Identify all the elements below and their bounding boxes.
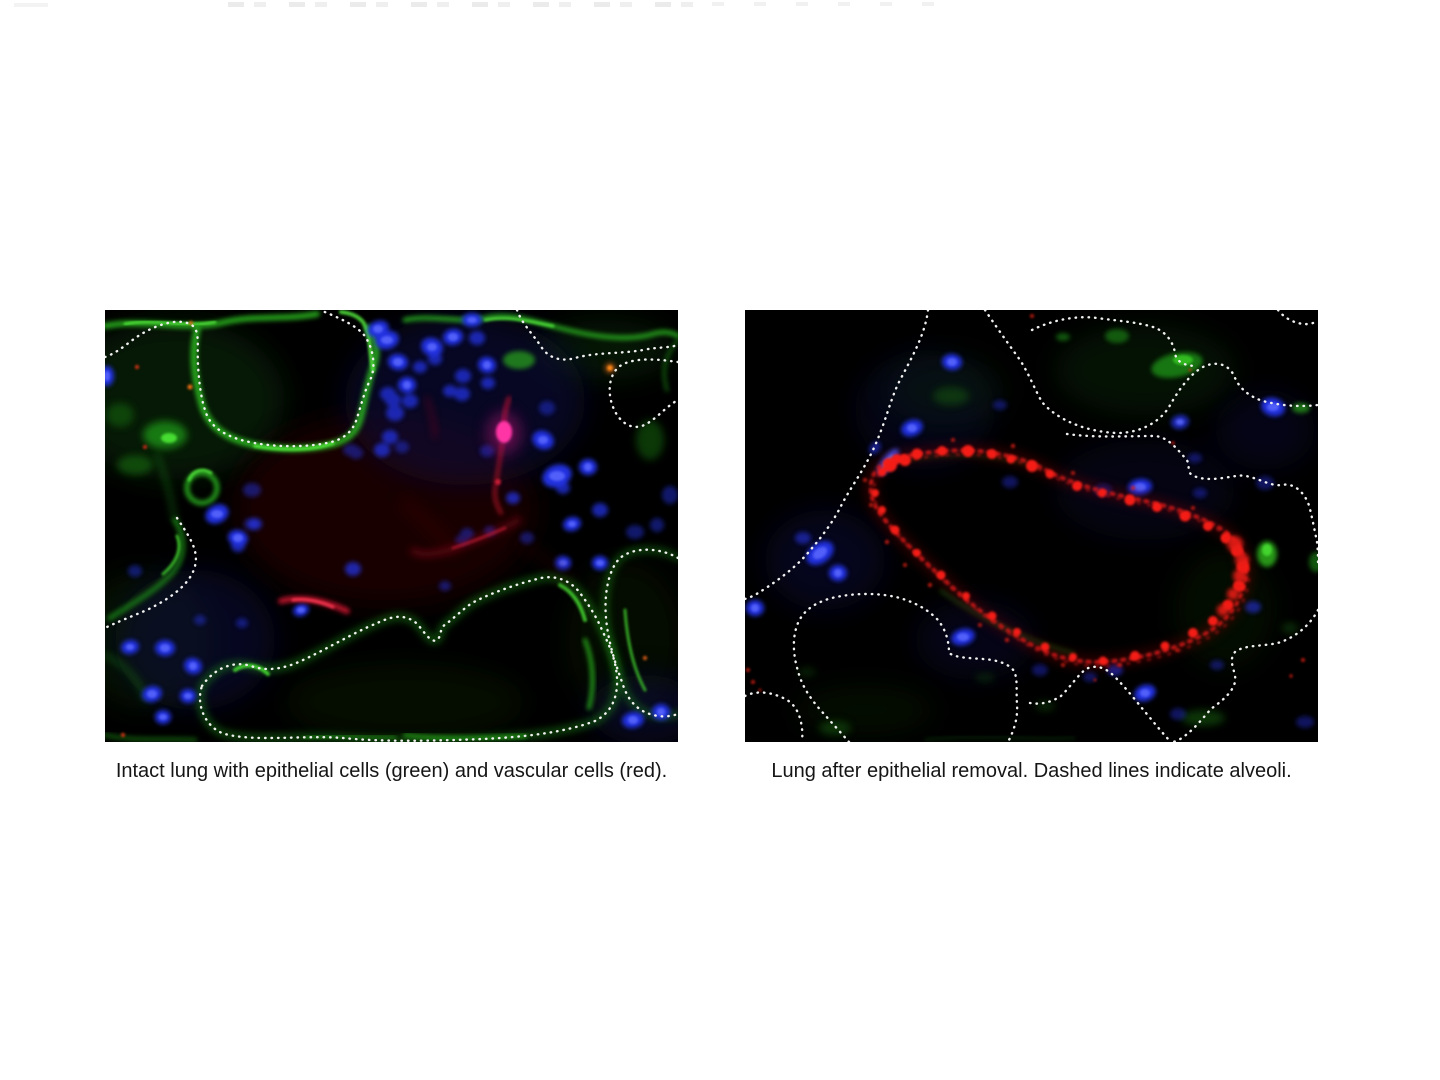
left-micrograph: [105, 310, 678, 742]
vascular-red-layer: [121, 321, 647, 737]
alveoli-dotted-outlines: [105, 310, 678, 742]
clipped-text-artifact: [712, 2, 964, 6]
clipped-text-artifact: [14, 3, 48, 7]
nuclei-layer: [105, 313, 678, 729]
alveoli-dotted-outlines: [745, 310, 1318, 742]
clipped-text-artifact: [228, 2, 710, 7]
right-caption: Lung after epithelial removal. Dashed li…: [771, 760, 1292, 782]
vascular-red-ring: [746, 314, 1305, 692]
epithelial-green-blobs: [106, 351, 664, 475]
nuclei-bright-cores: [105, 317, 665, 724]
left-caption: Intact lung with epithelial cells (green…: [115, 760, 668, 782]
right-micrograph: [745, 310, 1318, 742]
